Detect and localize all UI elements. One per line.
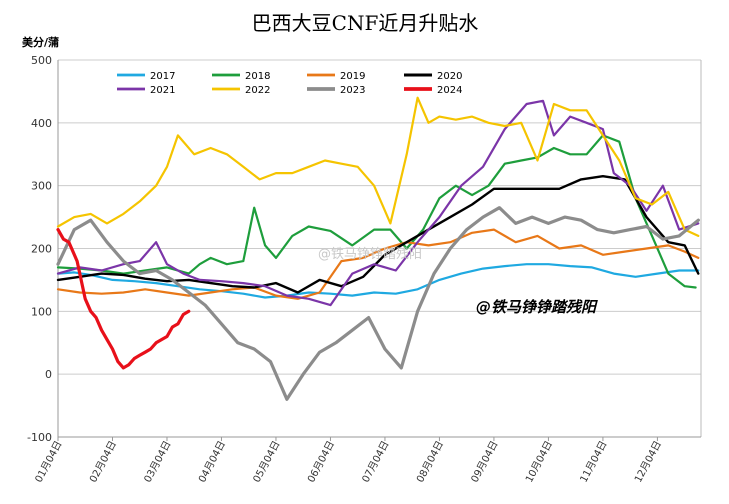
series-line-2023 xyxy=(56,206,700,401)
chart-title: 巴西大豆CNF近月升贴水 xyxy=(252,11,479,35)
y-tick-label: 200 xyxy=(31,243,52,256)
y-tick-label: 100 xyxy=(31,305,52,318)
gridlines xyxy=(58,59,701,438)
y-tick-label: -100 xyxy=(27,431,52,444)
legend-label-2018: 2018 xyxy=(245,71,270,82)
x-tick-label: 07月04日 xyxy=(360,439,392,485)
legend-label-2021: 2021 xyxy=(150,85,175,96)
legend: 2017 2018 2019 2020 2021 2022 2023 2024 xyxy=(117,71,462,96)
y-tick-label: 0 xyxy=(45,368,52,381)
x-tick-label: 09月04日 xyxy=(469,439,501,485)
legend-label-2017: 2017 xyxy=(150,71,175,82)
series-line-2019 xyxy=(56,228,700,300)
series-line-2017 xyxy=(56,263,700,299)
y-tick-label: 500 xyxy=(31,54,52,67)
legend-label-2019: 2019 xyxy=(340,71,365,82)
x-tick-label: 12月04日 xyxy=(632,439,664,485)
x-tick-label: 01月04日 xyxy=(33,439,65,485)
series-line-2018 xyxy=(56,134,697,289)
series-lines xyxy=(56,96,700,401)
series-line-2020 xyxy=(56,174,700,294)
series-line-2022 xyxy=(56,96,700,237)
x-tick-label: 11月04日 xyxy=(578,439,610,485)
series-line-2024 xyxy=(56,228,191,370)
watermark-center: @铁马铮铮踏残阳 xyxy=(318,247,422,262)
x-axis: 01月04日 02月04日 03月04日 04月04日 05月04日 06月04日 07月0… xyxy=(33,436,701,485)
y-axis-unit: 美分/蒲 xyxy=(22,35,59,49)
x-tick-label: 05月04日 xyxy=(251,439,283,485)
y-axis: -100 0 100 200 300 400 500 xyxy=(27,54,702,444)
x-tick-label: 02月04日 xyxy=(87,439,119,485)
y-tick-label: 400 xyxy=(31,117,52,130)
x-tick-label: 06月04日 xyxy=(305,439,337,485)
watermark-bottom: @铁马铮铮踏残阳 xyxy=(476,298,598,316)
legend-label-2020: 2020 xyxy=(437,71,462,82)
legend-label-2023: 2023 xyxy=(340,85,365,96)
x-tick-label: 08月04日 xyxy=(414,439,446,485)
y-tick-label: 300 xyxy=(31,180,52,193)
x-tick-label: 04月04日 xyxy=(196,439,228,485)
x-tick-label: 03月04日 xyxy=(142,439,174,485)
series-line-2021 xyxy=(56,99,700,307)
x-tick-label: 10月04日 xyxy=(523,439,555,485)
legend-label-2022: 2022 xyxy=(245,85,270,96)
legend-label-2024: 2024 xyxy=(437,85,462,96)
